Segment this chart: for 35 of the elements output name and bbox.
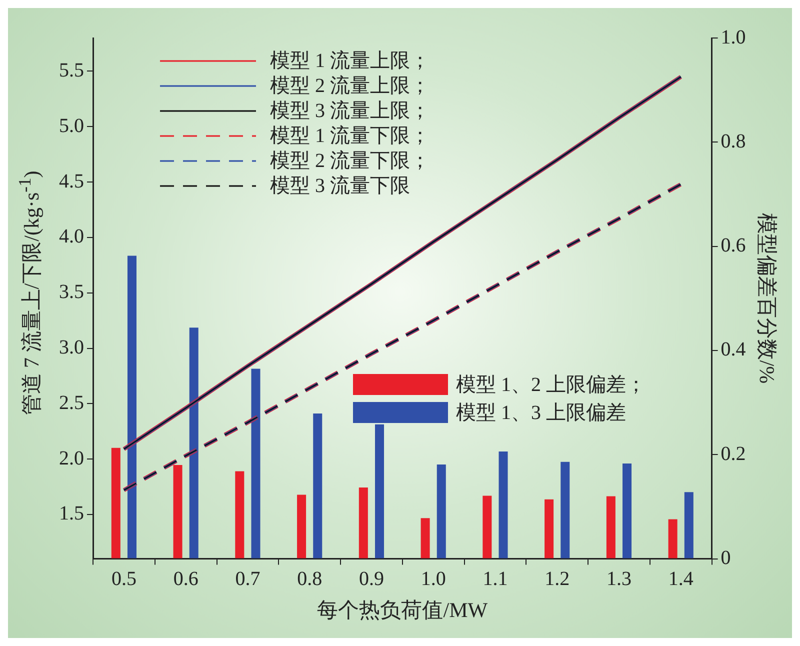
x-tick-label: 0.9 xyxy=(358,568,384,590)
y-tick-label: 4.0 xyxy=(59,226,84,248)
y2-tick-label: 1.0 xyxy=(720,26,746,48)
x-axis-title: 每个热负荷值/MW xyxy=(317,598,488,622)
legend-label: 模型 2 流量上限； xyxy=(270,74,430,99)
y-tick-label: 5.0 xyxy=(59,114,84,137)
y-tick-label: 2.5 xyxy=(59,392,84,414)
y2-tick-label: 0.6 xyxy=(720,234,746,257)
y2-tick-label: 0.2 xyxy=(720,442,746,465)
y-tick-label: 2.0 xyxy=(59,447,84,470)
y-tick-label: 3.0 xyxy=(59,336,84,359)
legend-label: 模型 1、2 上限偏差； xyxy=(456,372,646,398)
y2-tick-label: 0.8 xyxy=(720,130,746,152)
x-tick-label: 0.7 xyxy=(235,568,260,590)
legend-label: 模型 3 流量下限 xyxy=(270,174,410,199)
x-tick-label: 1.4 xyxy=(668,568,694,590)
legend-label: 模型 3 流量上限； xyxy=(270,99,430,124)
x-tick-label: 1.1 xyxy=(482,568,508,590)
y2-tick-label: 0.4 xyxy=(720,338,746,361)
y-tick-label: 4.5 xyxy=(59,170,84,192)
x-tick-label: 0.6 xyxy=(173,568,198,590)
y-tick-label: 1.5 xyxy=(59,502,84,525)
x-tick-label: 1.3 xyxy=(606,568,632,590)
legend-label: 模型 1 流量下限； xyxy=(270,124,430,149)
legend-label: 模型 2 流量下限； xyxy=(270,149,430,174)
x-tick-label: 0.8 xyxy=(297,568,322,590)
y2-tick-label: 0 xyxy=(720,547,731,570)
y2-axis-title: 模型偏差百分数/% xyxy=(754,213,779,384)
y-tick-label: 3.5 xyxy=(59,281,84,304)
legend-label: 模型 1、3 上限偏差 xyxy=(456,400,626,426)
legend-label: 模型 1 流量上限； xyxy=(270,49,430,74)
x-tick-label: 0.5 xyxy=(111,568,136,590)
y-tick-label: 5.5 xyxy=(59,59,84,82)
x-tick-label: 1.0 xyxy=(420,568,446,590)
x-tick-label: 1.2 xyxy=(544,568,570,590)
